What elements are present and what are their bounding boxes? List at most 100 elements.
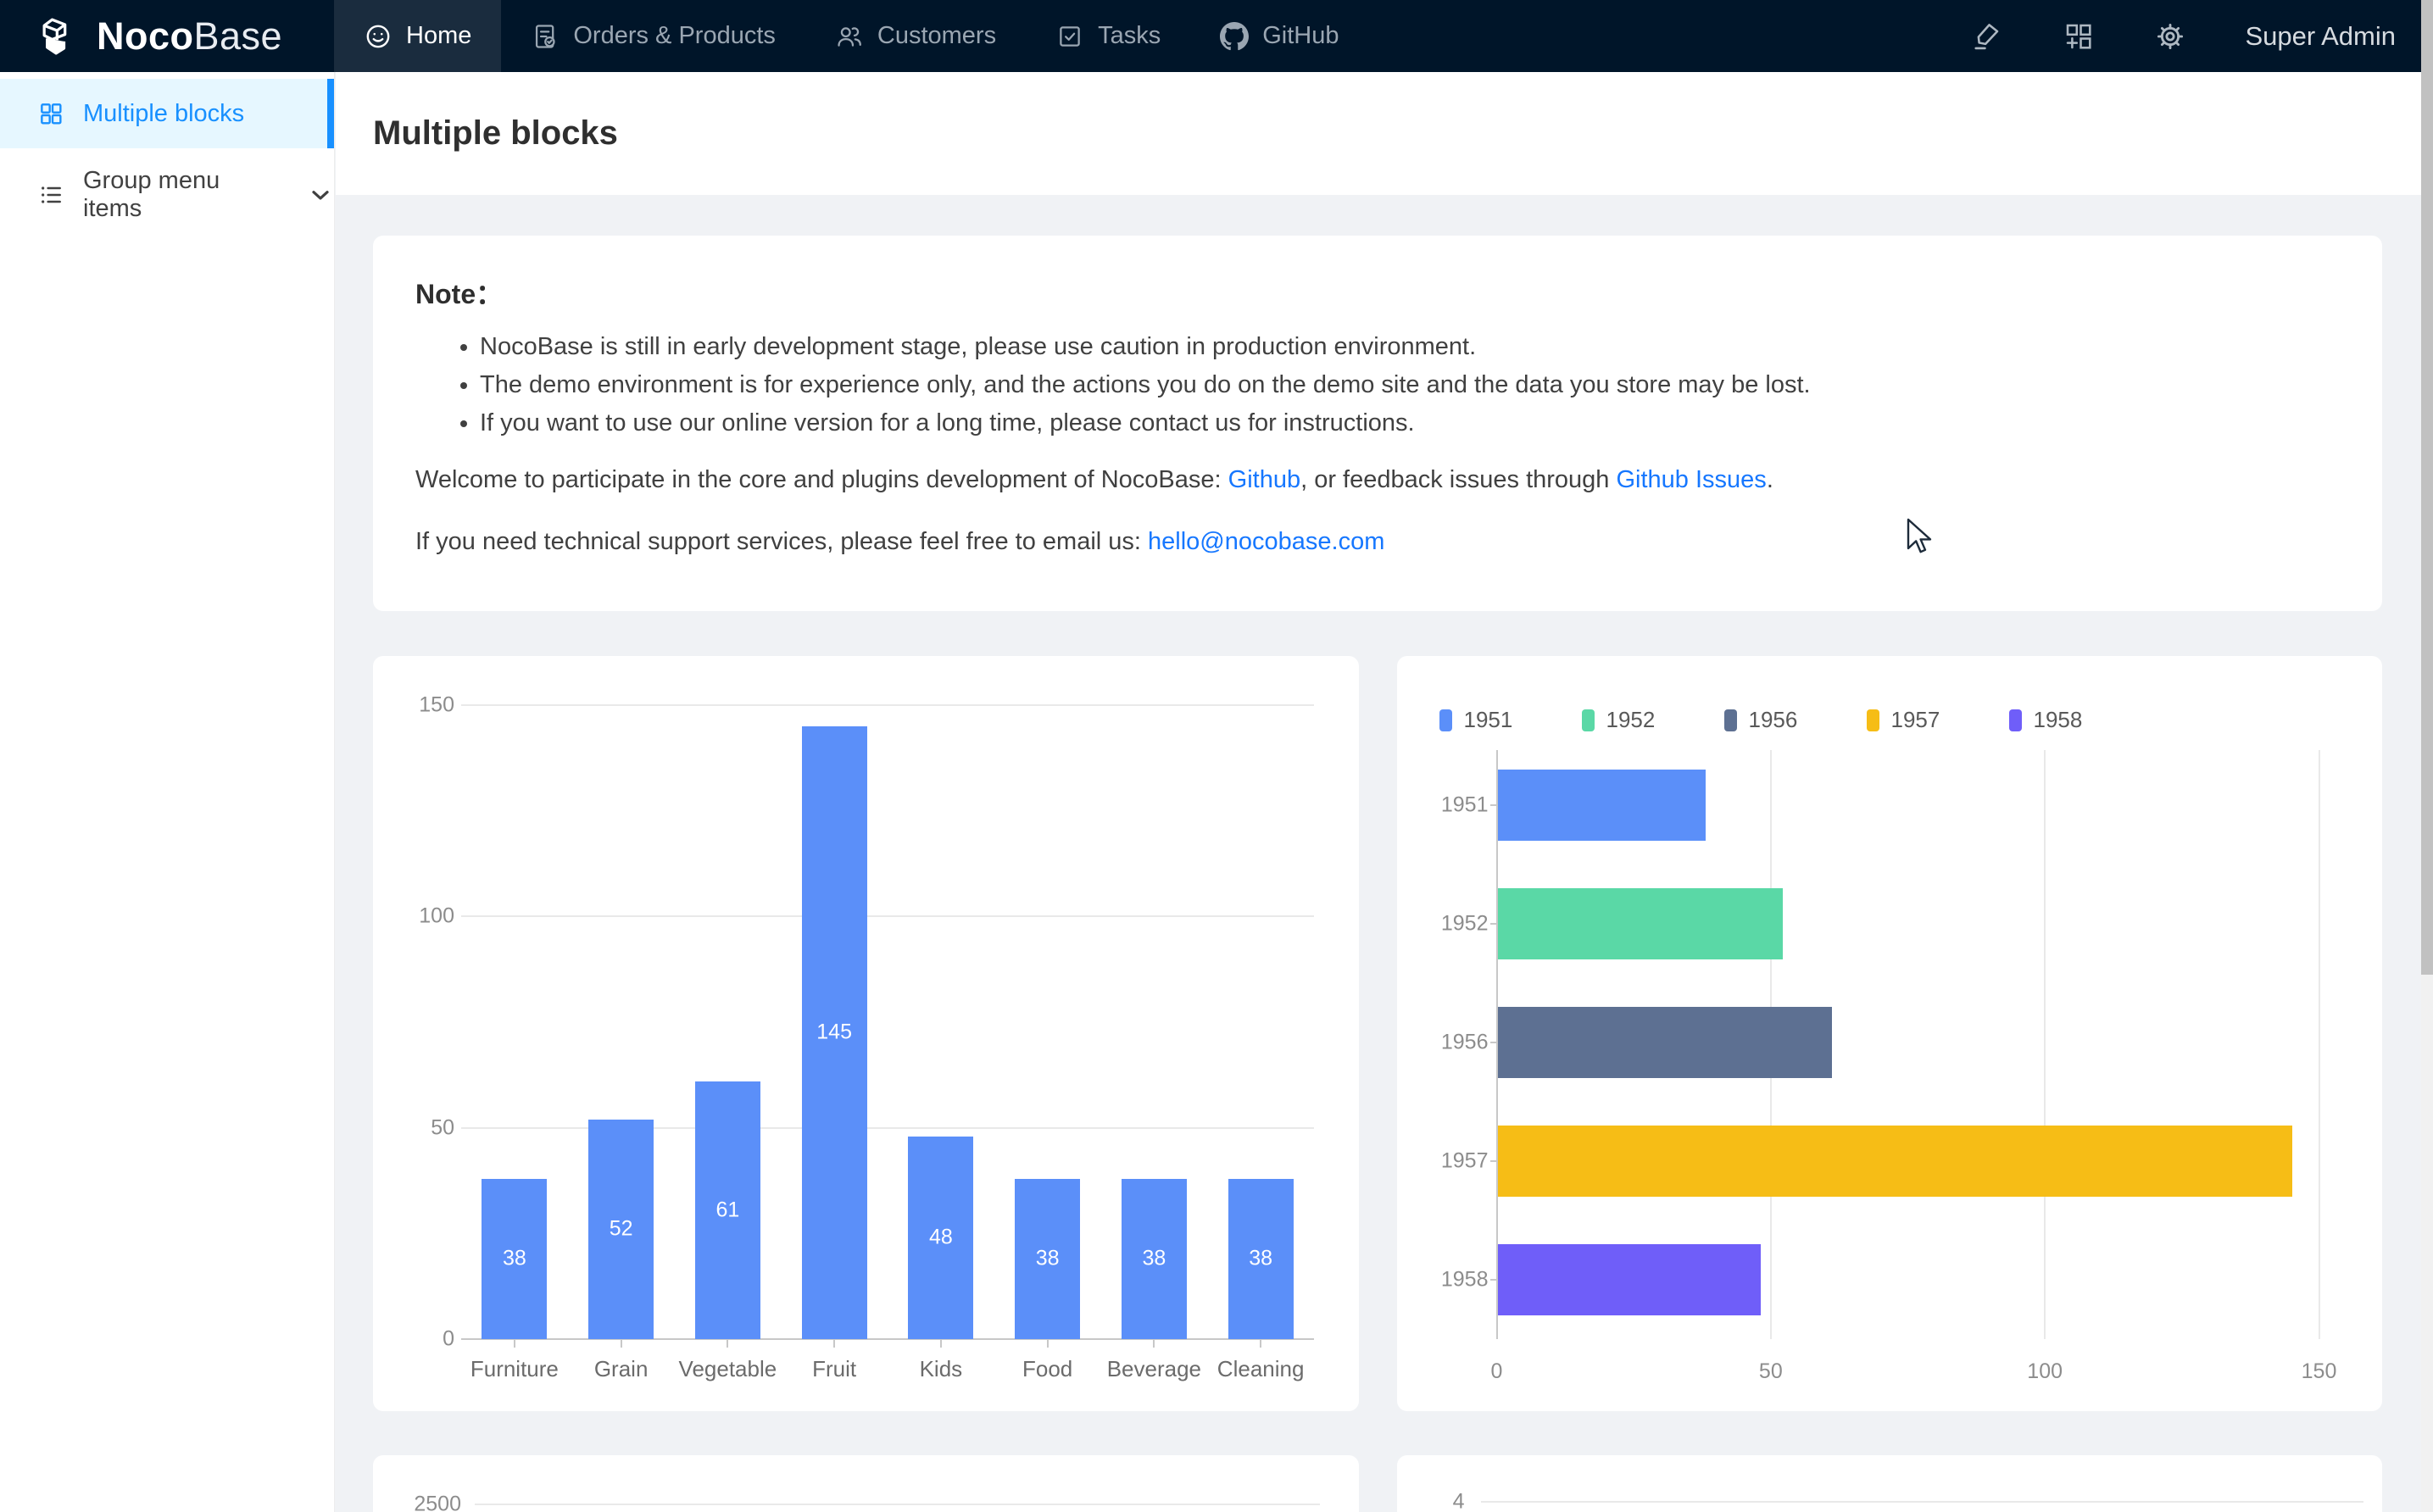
column-bar-furniture[interactable] <box>482 1178 548 1339</box>
y-axis-category-label: 1952 <box>1440 911 1489 936</box>
y-axis-tick-label: 100 <box>419 903 454 928</box>
legend-item-1958[interactable]: 1958 <box>2008 707 2152 733</box>
legend-swatch <box>1723 709 1737 731</box>
y-axis-tick-mark <box>1489 1279 1497 1281</box>
y-axis-tick-mark <box>1489 804 1497 806</box>
horizontal-bar-chart-card: 1951 1952 1956 1957 1958 0 50 100 150 1951 1952 195… <box>1396 656 2382 1411</box>
x-axis-tick-mark <box>1153 1340 1155 1348</box>
h-bar-1958[interactable] <box>1497 1244 1761 1315</box>
settings-gear-icon[interactable] <box>2154 20 2186 53</box>
x-axis-tick-label: 50 <box>1758 1359 1783 1383</box>
column-bar-kids[interactable] <box>908 1136 974 1339</box>
y-axis-tick-label: 0 <box>443 1326 454 1351</box>
x-axis-category-label: Furniture <box>470 1356 559 1381</box>
legend-swatch <box>1866 709 1879 731</box>
text-segment: . <box>1766 466 1773 493</box>
column-bar-fruit[interactable] <box>801 725 867 1339</box>
gridline <box>461 1338 1314 1340</box>
x-axis-category-label: Cleaning <box>1216 1356 1305 1381</box>
x-axis-tick-label: 0 <box>1490 1359 1503 1383</box>
partial-chart-card-right: 4 <box>1396 1455 2382 1512</box>
tab-label: Tasks <box>1098 22 1161 49</box>
x-axis-tick-mark <box>1046 1340 1049 1348</box>
legend-swatch <box>1581 709 1595 731</box>
page-scrollbar[interactable] <box>2421 0 2433 1512</box>
grid-blocks-icon <box>41 103 62 125</box>
user-menu[interactable]: Super Admin <box>2245 20 2397 51</box>
app-logo-text: NocoBase <box>97 14 283 58</box>
plugin-blocks-icon[interactable] <box>2063 20 2095 53</box>
column-bar-cleaning[interactable] <box>1228 1178 1294 1339</box>
note-welcome-line: Welcome to participate in the core and p… <box>415 461 2340 499</box>
legend-item-1957[interactable]: 1957 <box>1866 707 2009 733</box>
sidebar-item-group-menu-items[interactable]: Group menu items <box>0 160 334 230</box>
selected-indicator <box>327 79 334 148</box>
h-bar-1951[interactable] <box>1497 770 1706 841</box>
legend-label: 1956 <box>1748 707 1798 732</box>
text-segment: If you need technical support services, … <box>415 528 1149 555</box>
sidebar: Multiple blocks Group menu items <box>0 72 335 1512</box>
x-axis-tick-mark <box>1260 1340 1262 1348</box>
gridline <box>2044 750 2046 1339</box>
app-logo[interactable]: NocoBase <box>0 0 334 72</box>
x-axis-category-label: Kids <box>919 1356 963 1381</box>
column-bar-food[interactable] <box>1015 1178 1081 1339</box>
sidebar-item-label: Group menu items <box>83 167 220 222</box>
tab-github[interactable]: GitHub <box>1190 0 1368 72</box>
y-axis-tick-label: 2500 <box>414 1492 461 1512</box>
column-bar-vegetable[interactable] <box>694 1081 760 1339</box>
chevron-down-icon <box>312 191 329 200</box>
column-bar-beverage[interactable] <box>1121 1178 1187 1339</box>
bar-value-label: 145 <box>816 1020 852 1044</box>
note-bullet: NocoBase is still in early development s… <box>480 334 2340 359</box>
legend-label: 1951 <box>1463 707 1513 732</box>
sidebar-item-multiple-blocks[interactable]: Multiple blocks <box>0 79 334 148</box>
partial-chart-card-left: 2500 <box>373 1455 1359 1512</box>
inline-link[interactable]: Github <box>1228 466 1301 493</box>
customers-team-icon <box>838 26 861 47</box>
note-bullet: If you want to use our online version fo… <box>480 410 2340 436</box>
y-axis-category-label: 1951 <box>1440 792 1489 817</box>
bar-value-label: 38 <box>1249 1246 1273 1270</box>
inline-link[interactable]: hello@nocobase.com <box>1148 528 1385 555</box>
legend-item-1951[interactable]: 1951 <box>1439 707 1582 733</box>
tab-label: Home <box>406 22 472 49</box>
h-bar-1952[interactable] <box>1497 888 1783 959</box>
h-bar-1956[interactable] <box>1497 1007 1832 1078</box>
x-axis-category-label: Fruit <box>812 1356 857 1381</box>
bar-value-label: 38 <box>1035 1246 1060 1270</box>
page-content: Note： NocoBase is still in early develop… <box>336 195 2421 1512</box>
tab-customers[interactable]: Customers <box>805 0 1026 72</box>
bar-value-label: 38 <box>1142 1246 1166 1270</box>
column-chart-card: 0 50 100 150 38 Furniture 52 Grain 61 Vegetable 14… <box>373 656 1359 1411</box>
scrollbar-thumb[interactable] <box>2421 0 2433 975</box>
legend-swatch <box>1439 709 1452 731</box>
x-axis-category-label: Food <box>1022 1356 1073 1381</box>
nocobase-logo-icon <box>42 18 67 54</box>
legend-item-1956[interactable]: 1956 <box>1723 707 1867 733</box>
gridline <box>2318 750 2320 1339</box>
tab-orders-products[interactable]: Orders & Products <box>501 0 805 72</box>
h-bar-1957[interactable] <box>1497 1126 2293 1197</box>
gridline <box>475 1504 1320 1505</box>
y-axis-category-label: 1956 <box>1440 1030 1489 1054</box>
unordered-list-icon <box>42 186 61 203</box>
legend-swatch <box>2008 709 2022 731</box>
topbar: NocoBase Home Orders & Products <box>0 0 2433 72</box>
github-icon <box>1220 21 1250 50</box>
x-axis-tick-mark <box>513 1340 515 1348</box>
ui-editor-highlighter-icon[interactable] <box>1971 20 2003 53</box>
inline-link[interactable]: Github Issues <box>1616 466 1767 493</box>
gridline <box>461 1126 1314 1129</box>
x-axis-category-label: Beverage <box>1106 1356 1202 1381</box>
y-axis-tick-label: 4 <box>1452 1489 1465 1512</box>
tab-home[interactable]: Home <box>334 0 502 72</box>
note-bullet-list: NocoBase is still in early development s… <box>415 334 2340 436</box>
legend-item-1952[interactable]: 1952 <box>1581 707 1724 733</box>
legend-label: 1958 <box>2033 707 2083 732</box>
gridline <box>1480 1501 2363 1503</box>
tab-tasks[interactable]: Tasks <box>1026 0 1190 72</box>
charts-row: 0 50 100 150 38 Furniture 52 Grain 61 Vegetable 14… <box>373 656 2382 1411</box>
orders-document-icon <box>536 24 555 48</box>
column-bar-grain[interactable] <box>588 1119 654 1339</box>
